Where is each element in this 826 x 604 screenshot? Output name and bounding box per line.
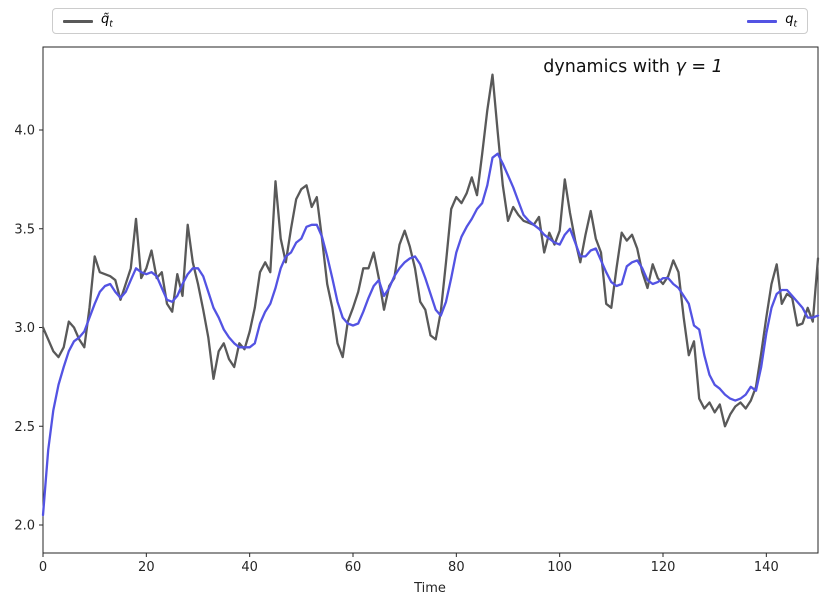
axis-ticks: 0 20 40 60 80 100 120 140 2.0 2.5 3.0 3.5 4.0 [14, 124, 778, 576]
x-tick-label: 100 [547, 560, 572, 575]
y-tick-label: 4.0 [14, 124, 35, 139]
legend-line-sample-qtilde [63, 19, 93, 23]
x-tick-label: 0 [39, 560, 47, 575]
y-tick-label: 2.0 [14, 519, 35, 534]
series-line-qtilde [41, 73, 820, 428]
legend-entry-qtilde: q̃t [63, 13, 113, 30]
x-axis-label: Time [413, 581, 446, 596]
y-tick-label: 3.5 [14, 222, 35, 237]
legend-label-q: qt [785, 11, 797, 30]
series-lines [41, 73, 820, 517]
x-tick-label: 140 [754, 560, 779, 575]
x-tick-label: 80 [448, 560, 465, 575]
legend-entry-q: qt [747, 13, 797, 30]
legend-label-qtilde: q̃t [101, 11, 113, 30]
x-tick-label: 60 [345, 560, 362, 575]
legend: q̃t qt [52, 8, 808, 34]
legend-line-sample-q [747, 19, 778, 23]
annotation-text: dynamics with γ = 1 [543, 57, 722, 77]
axes-frame [42, 46, 819, 554]
x-tick-label: 40 [241, 560, 258, 575]
x-tick-label: 120 [651, 560, 676, 575]
series-line-q [41, 152, 820, 517]
x-tick-label: 20 [138, 560, 155, 575]
y-tick-label: 3.0 [14, 321, 35, 336]
y-tick-label: 2.5 [14, 420, 35, 435]
